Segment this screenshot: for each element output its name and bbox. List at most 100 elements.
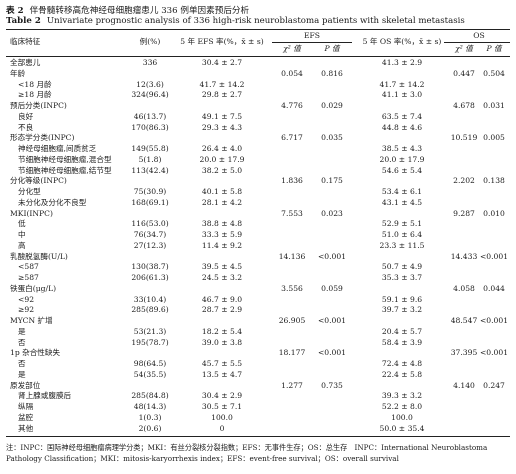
- cell: 43.1 ± 4.5: [381, 197, 423, 207]
- cell: 113(42.4): [131, 165, 169, 175]
- cell: 130(38.7): [131, 262, 169, 272]
- cell: 0.504: [483, 68, 505, 78]
- cell: 0: [219, 423, 225, 433]
- cell: 18.2 ± 5.4: [201, 326, 243, 336]
- title-cn: 表 2 伴骨髓转移高危神经母细胞瘤患儿 336 例单因素预后分析: [6, 4, 249, 16]
- cell: 26.905: [278, 316, 306, 325]
- cell: 41.7 ± 14.2: [199, 79, 245, 89]
- cell: 0.447: [453, 68, 475, 78]
- cell: 29.3 ± 4.3: [201, 122, 243, 132]
- row-label: 分化等级(INPC): [10, 176, 67, 186]
- column-header: P 值: [486, 44, 502, 53]
- cell: 23.3 ± 11.5: [379, 240, 425, 250]
- cell: 52.2 ± 8.0: [381, 402, 423, 411]
- cell: 0.010: [483, 208, 505, 218]
- column-header: 5 年 EFS 率(%，x̄ ± s): [180, 37, 264, 46]
- cell: 4.058: [453, 283, 475, 293]
- rule: [6, 56, 510, 57]
- column-header: 临床特征: [10, 37, 41, 46]
- cell: 98(64.5): [133, 359, 167, 368]
- cell: 336: [142, 58, 158, 67]
- row-label: 中: [18, 230, 26, 239]
- cell: 4.140: [453, 380, 475, 390]
- row-label: 是: [18, 369, 26, 379]
- cell: 37.395: [450, 348, 478, 358]
- row-label: 原发部位: [10, 380, 41, 390]
- row-label: 节细胞神经母细胞瘤,结节型: [18, 165, 112, 175]
- cell: 72.4 ± 4.8: [381, 359, 423, 368]
- cell: 27(12.3): [133, 240, 167, 250]
- cell: 28.1 ± 4.2: [201, 197, 243, 207]
- cell: 195(78.7): [131, 337, 169, 347]
- row-label: 分化型: [18, 187, 41, 196]
- cell: 0.059: [321, 283, 343, 293]
- cell: 53.4 ± 6.1: [381, 187, 423, 196]
- cell: 0.029: [321, 101, 343, 110]
- row-label: ≥92: [18, 305, 35, 315]
- row-label: 高: [18, 240, 26, 250]
- cell: 5(1.8): [138, 154, 162, 164]
- row-label: 纵隔: [18, 402, 34, 411]
- row-label: <587: [18, 262, 39, 272]
- title-text: 伴骨髓转移高危神经母细胞瘤患儿 336 例单因素预后分析: [29, 6, 250, 16]
- cell: 0.031: [483, 101, 505, 110]
- cell: <0.001: [317, 316, 347, 325]
- cell: 33(10.4): [133, 294, 167, 304]
- cell: 39.5 ± 4.5: [201, 262, 243, 272]
- row-label: 否: [18, 359, 26, 368]
- cell: 0.023: [321, 208, 343, 218]
- row-label: 肾上腺或腹膜后: [18, 391, 72, 401]
- cell: 26.4 ± 4.0: [201, 144, 243, 153]
- cell: 50.7 ± 4.9: [381, 262, 423, 272]
- row-label: 铁蛋白(μg/L): [10, 283, 57, 293]
- row-label: 不良: [18, 122, 34, 132]
- cell: 100.0: [391, 412, 413, 422]
- cell: 11.4 ± 9.2: [201, 240, 243, 250]
- cell: 285(89.6): [131, 305, 169, 315]
- cell: 46.7 ± 9.0: [201, 294, 243, 304]
- rule: [444, 42, 510, 43]
- cell: 3.556: [281, 283, 303, 293]
- group-header: EFS: [303, 31, 320, 40]
- cell: 48.547: [450, 316, 478, 325]
- title-en: Table 2 Univariate prognostic analysis of…: [6, 16, 465, 26]
- row-label: 盆腔: [18, 412, 34, 422]
- cell: 0.816: [321, 68, 343, 78]
- row-label: 未分化及分化不良型: [18, 197, 87, 207]
- cell: 0.044: [483, 283, 505, 293]
- cell: 28.7 ± 2.9: [201, 305, 243, 315]
- cell: 285(84.8): [131, 391, 169, 401]
- cell: 41.1 ± 3.0: [381, 90, 423, 100]
- cell: 6.717: [281, 133, 303, 143]
- row-label: <18 月龄: [18, 79, 52, 89]
- cell: 38.8 ± 4.8: [201, 219, 243, 229]
- table-label: 表 2: [6, 6, 24, 16]
- group-header: OS: [473, 31, 485, 40]
- cell: 35.3 ± 3.7: [381, 273, 423, 282]
- cell: 38.5 ± 4.3: [381, 144, 423, 153]
- cell: 0.247: [483, 380, 505, 390]
- cell: 0.175: [321, 176, 343, 186]
- cell: 63.5 ± 7.4: [381, 111, 423, 121]
- cell: 54(35.5): [133, 369, 167, 379]
- row-label: 年龄: [10, 68, 26, 78]
- cell: 14.136: [278, 251, 306, 261]
- cell: 59.1 ± 9.6: [381, 294, 423, 304]
- column-header: 例(%): [139, 37, 161, 46]
- cell: 0.138: [483, 176, 505, 186]
- cell: 14.433: [450, 251, 478, 261]
- column-header: 5 年 OS 率(%，x̄ ± s): [362, 37, 442, 46]
- row-label: 良好: [18, 111, 34, 121]
- row-label: <92: [18, 294, 35, 304]
- cell: <0.001: [317, 348, 347, 358]
- cell: 48(14.3): [133, 402, 167, 411]
- row-label: 其他: [18, 423, 34, 433]
- title-text: Univariate prognostic analysis of 336 hi…: [46, 16, 465, 26]
- cell: 1.277: [281, 380, 303, 390]
- table-label: Table 2: [6, 16, 41, 26]
- cell: 1(0.3): [138, 412, 162, 422]
- cell: 0.035: [321, 133, 343, 143]
- cell: 49.1 ± 7.5: [201, 111, 243, 121]
- cell: <0.001: [479, 316, 509, 325]
